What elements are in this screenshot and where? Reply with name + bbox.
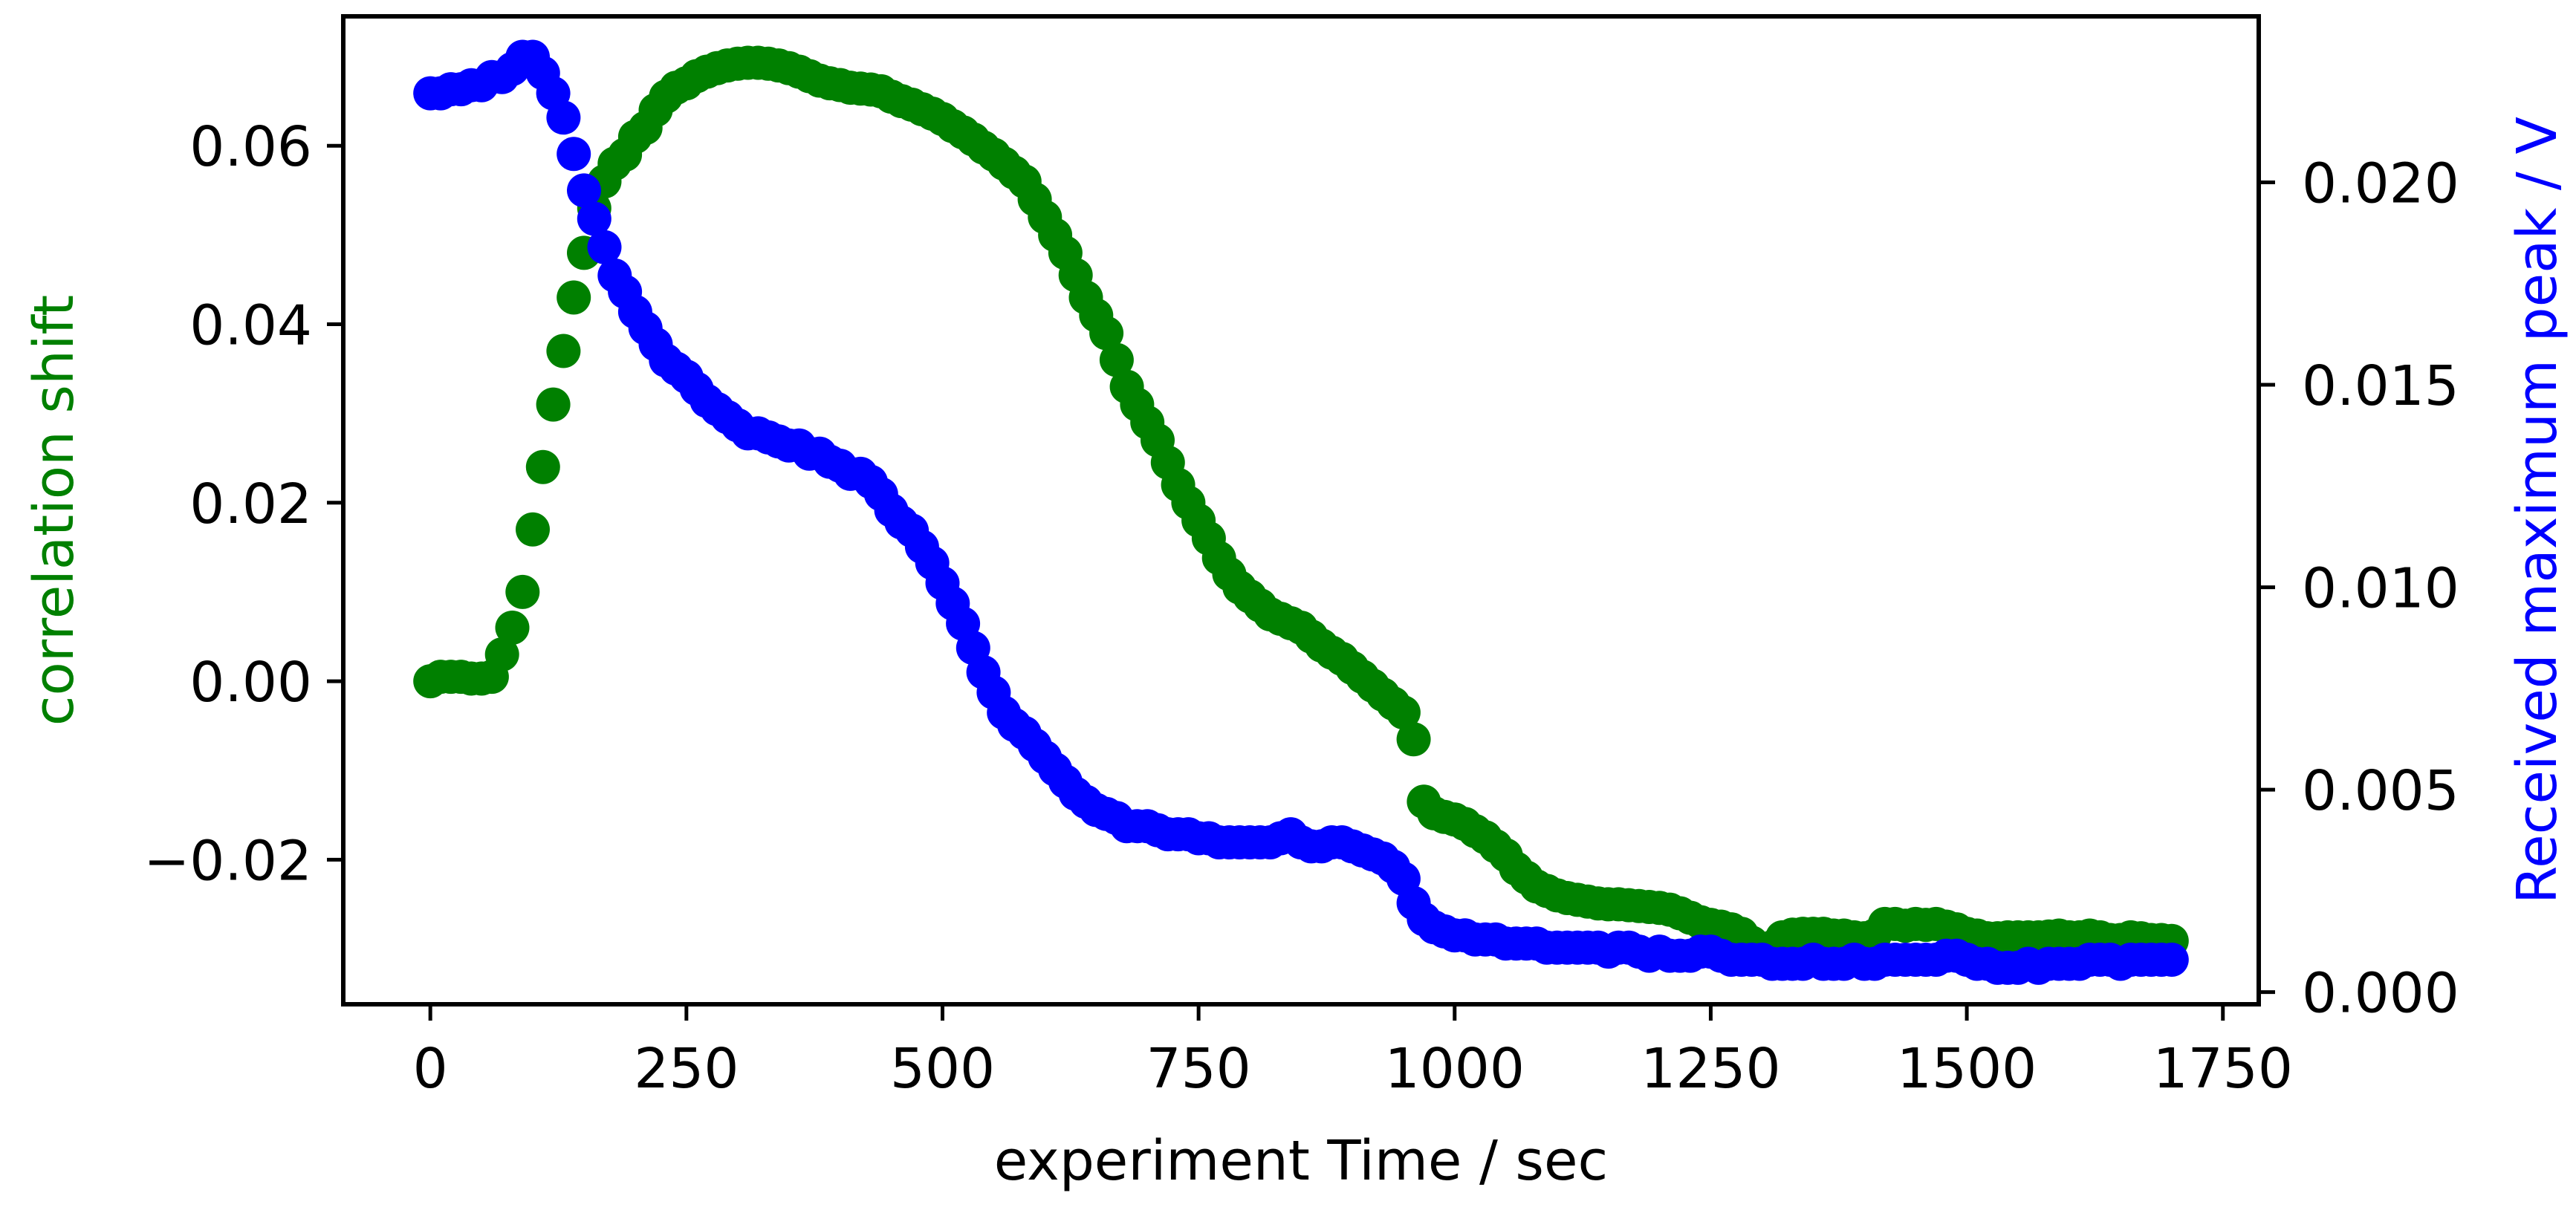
correlation-shift-point [1099, 342, 1134, 377]
left-y-axis-title: correlation shift [22, 295, 86, 726]
x-tick-label: 500 [890, 1037, 995, 1101]
series-received-maximum-peak [413, 39, 2189, 985]
correlation-shift-point [1089, 316, 1124, 351]
left-y-tick-label: 0.00 [189, 651, 312, 715]
x-axis-ticks: 0 250 500 750 1000 1250 1500 1750 [413, 1004, 2293, 1101]
correlation-shift-point [1396, 722, 1431, 757]
left-y-axis-ticks: −0.02 0.00 0.02 0.04 0.06 [143, 115, 343, 893]
right-y-tick-label: 0.005 [2302, 759, 2459, 823]
received-peak-point [557, 137, 591, 172]
received-peak-point [577, 201, 611, 236]
left-y-tick-label: 0.06 [189, 115, 312, 179]
received-peak-point [587, 230, 622, 264]
correlation-shift-point [546, 334, 581, 368]
correlation-shift-point [557, 280, 591, 315]
x-tick-label: 250 [634, 1037, 739, 1101]
x-tick-label: 1750 [2153, 1037, 2293, 1101]
x-axis-title: experiment Time / sec [994, 1129, 1608, 1193]
plot-area-frame [341, 14, 2261, 1007]
correlation-shift-point [484, 637, 519, 671]
right-y-axis-title: Received maximum peak / V [2505, 117, 2569, 904]
right-y-tick-label: 0.020 [2302, 152, 2459, 215]
received-peak-point [546, 100, 581, 135]
correlation-shift-point [495, 611, 530, 645]
left-y-tick-label: 0.04 [189, 293, 312, 357]
received-peak-point [567, 173, 601, 208]
left-y-tick-label: −0.02 [143, 829, 312, 893]
right-y-axis-ticks: 0.000 0.005 0.010 0.015 0.020 [2259, 152, 2459, 1026]
x-tick-label: 1000 [1385, 1037, 1525, 1101]
correlation-shift-point [536, 387, 571, 422]
x-tick-label: 750 [1146, 1037, 1251, 1101]
correlation-shift-point [505, 574, 540, 609]
received-peak-point [2154, 943, 2189, 977]
left-y-tick-label: 0.02 [189, 472, 312, 536]
right-y-tick-label: 0.015 [2302, 354, 2459, 418]
correlation-shift-point [516, 512, 550, 547]
right-y-tick-label: 0.010 [2302, 557, 2459, 621]
x-tick-label: 1250 [1641, 1037, 1780, 1101]
correlation-shift-point [525, 449, 560, 484]
correlation-shift-point [1386, 695, 1421, 730]
x-tick-label: 1500 [1897, 1037, 2037, 1101]
right-y-tick-label: 0.000 [2302, 962, 2459, 1026]
x-tick-label: 0 [413, 1037, 448, 1101]
